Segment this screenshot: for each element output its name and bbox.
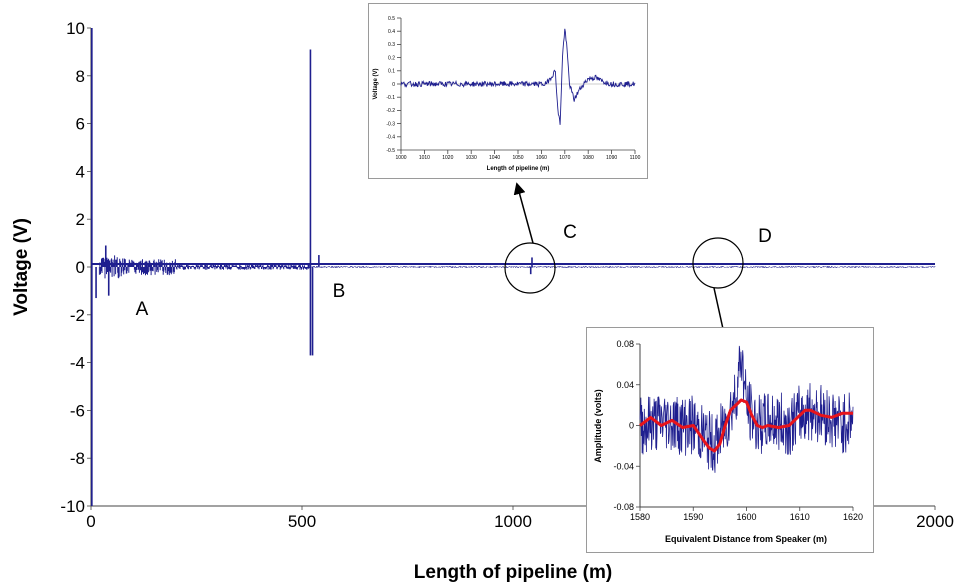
main-noise-trace [98, 255, 936, 279]
inset-d-y-tick-label: -0.08 [613, 502, 634, 512]
annotation-a: A [136, 299, 149, 320]
inset-c-x-tick-label: 1060 [536, 155, 547, 161]
inset-d-smoothed-trace [639, 398, 853, 453]
inset-d-y-axis-label: Amplitude (volts) [593, 389, 603, 463]
main-y-tick-label: -10 [60, 497, 85, 516]
inset-c-y-tick-label: -0.4 [386, 135, 395, 141]
main-y-tick-label: -2 [70, 306, 85, 325]
inset-c-y-tick-label: 0.5 [388, 16, 395, 22]
inset-c-y-tick-label: 0.3 [388, 42, 395, 48]
main-y-axis-label: Voltage (V) [11, 218, 32, 316]
inset-c-x-tick-label: 1080 [583, 155, 594, 161]
inset-d-ticks: 1580 1590 1600 1610 1620 0.08 0.04 0 -0.04 -0.08 [613, 339, 863, 522]
inset-c-x-tick-label: 1100 [630, 155, 641, 161]
inset-d-series [639, 345, 854, 473]
inset-d-raw-trace [639, 345, 854, 473]
inset-d-y-tick-label: 0 [629, 421, 634, 431]
inset-d-x-tick-label: 1580 [630, 512, 650, 522]
annotation-d: D [758, 226, 772, 247]
inset-c-y-axis-label: Voltage (V) [373, 69, 379, 100]
inset-d-y-tick-label: -0.04 [613, 461, 634, 471]
inset-c-y-tick-label: -0.2 [386, 108, 395, 114]
inset-d-svg: 1580 1590 1600 1610 16200.080.040-0.04-0.08 … [593, 339, 863, 544]
inset-c-ticks: 1000 1010 1020 1030 1040 1050 1060 1070 1080 1090… [386, 16, 640, 161]
inset-chart-d: 1580 1590 1600 1610 1620 0.08 0.04 0 -0.04 -0.08 … [586, 327, 874, 553]
inset-c-x-axis-label: Length of pipeline (m) [487, 166, 550, 172]
inset-c-series [400, 28, 636, 125]
main-y-tick-label: 4 [76, 162, 85, 181]
inset-c-y-tick-label: -0.5 [386, 148, 395, 154]
main-x-tick-label: 1000 [494, 512, 532, 531]
inset-d-x-tick-label: 1620 [843, 512, 863, 522]
main-y-tick-label: 10 [66, 19, 85, 38]
main-y-tick-label: 6 [76, 115, 85, 134]
inset-c-x-tick-label: 1020 [442, 155, 453, 161]
inset-c-x-tick-label: 1040 [489, 155, 500, 161]
circle-c-marker [504, 242, 556, 294]
main-x-axis-label: Length of pipeline (m) [414, 562, 612, 583]
inset-c-x-tick-label: 1070 [559, 155, 570, 161]
inset-d-x-axis-label: Equivalent Distance from Speaker (m) [665, 534, 827, 544]
circle-d-marker [692, 237, 744, 289]
main-y-tick-label: 2 [76, 210, 85, 229]
annotation-c: C [563, 222, 577, 243]
main-y-tick-label: -4 [70, 354, 85, 373]
main-y-tick-label: -6 [70, 401, 85, 420]
inset-c-x-tick-label: 1000 [395, 155, 406, 161]
inset-c-svg: 1000 1010 1020 1030 1040 1050 1060 1070 1080 1090… [373, 16, 641, 172]
inset-c-y-tick-label: 0.2 [388, 55, 395, 61]
inset-c-y-tick-label: -0.1 [386, 95, 395, 101]
inset-d-x-tick-label: 1600 [736, 512, 756, 522]
arrow-c-to-inset [513, 182, 534, 244]
inset-c-y-tick-label: 0 [392, 82, 395, 88]
main-y-tick-label: 8 [76, 67, 85, 86]
inset-c-y-tick-label: 0.4 [388, 29, 395, 35]
inset-c-x-tick-label: 1050 [512, 155, 523, 161]
inset-c-x-tick-label: 1010 [419, 155, 430, 161]
main-y-tick-label: -8 [70, 449, 85, 468]
main-y-tick-label: 0 [76, 258, 85, 277]
inset-c-y-tick-label: -0.3 [386, 121, 395, 127]
inset-d-x-tick-label: 1590 [683, 512, 703, 522]
inset-d-y-tick-label: 0.08 [616, 339, 634, 349]
inset-c-x-tick-label: 1030 [466, 155, 477, 161]
inset-c-trace [400, 28, 636, 125]
inset-c-x-tick-label: 1090 [606, 155, 617, 161]
main-series [91, 28, 936, 506]
inset-chart-c: 1000 1010 1020 1030 1040 1050 1060 1070 1080 1090… [368, 3, 648, 179]
inset-d-y-tick-label: 0.04 [616, 380, 634, 390]
inset-c-y-tick-label: 0.1 [388, 69, 395, 75]
main-x-tick-label: 0 [86, 512, 95, 531]
annotation-b: B [333, 281, 346, 302]
main-x-tick-label: 2000 [916, 512, 954, 531]
inset-d-x-tick-label: 1610 [790, 512, 810, 522]
main-x-tick-label: 500 [288, 512, 316, 531]
